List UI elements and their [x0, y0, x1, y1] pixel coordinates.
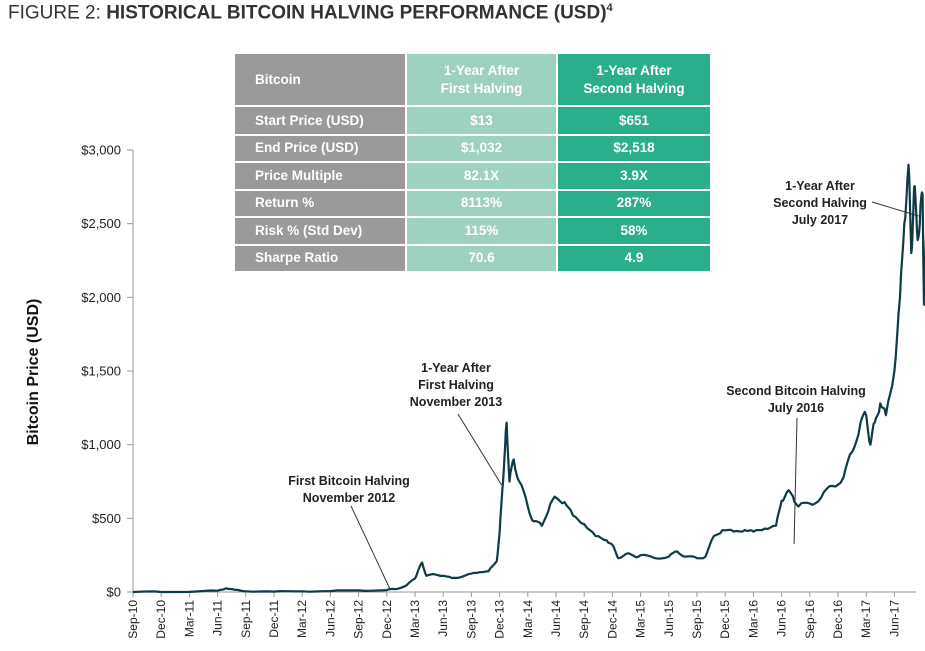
- x-tick-label: Dec-10: [154, 600, 168, 639]
- x-tick-label: Sep-12: [352, 600, 366, 639]
- table-header-first-halving-text: 1-Year After First Halving: [440, 62, 523, 96]
- annotation-text: Second Bitcoin Halving: [726, 384, 866, 398]
- table-cell-second-halving: 58%: [556, 217, 710, 246]
- x-tick-label: Sep-15: [690, 600, 704, 639]
- y-tick-label: $2,000: [81, 290, 121, 305]
- series-layer: [132, 163, 925, 594]
- x-tick-label: Dec-13: [493, 600, 507, 639]
- annotation-leader-line: [350, 505, 391, 589]
- table-row-label: Return %: [235, 189, 407, 218]
- x-tick-label: Dec-11: [267, 600, 281, 638]
- table-row-label: Sharpe Ratio: [235, 244, 407, 273]
- y-tick-label: $2,500: [81, 216, 121, 231]
- table-header-second-halving-text: 1-Year After Second Halving: [583, 62, 685, 96]
- x-tick-label: Dec-15: [718, 600, 732, 639]
- annotation-text: 1-Year After: [421, 361, 491, 375]
- table-header-row: Bitcoin 1-Year After First Halving 1-Yea…: [235, 54, 710, 107]
- annotation-layer: First Bitcoin Halving November 2012 1-Year…: [288, 179, 919, 589]
- table-cell-first-halving: 82.1X: [405, 162, 558, 191]
- annotation-leader-line: [793, 417, 798, 545]
- annotation-text: July 2017: [792, 213, 848, 227]
- table-cell-second-halving: 3.9X: [556, 162, 710, 191]
- figure-main-title: HISTORICAL BITCOIN HALVING PERFORMANCE (…: [106, 2, 607, 24]
- figure-prefix: FIGURE 2:: [8, 2, 101, 24]
- x-tick-label: Mar-12: [295, 600, 309, 638]
- x-tick-label: Mar-16: [746, 600, 760, 638]
- x-tick-label: Sep-11: [239, 600, 253, 638]
- x-tick-label: Sep-10: [126, 600, 140, 639]
- x-tick-label: Mar-15: [634, 600, 648, 638]
- y-tick-label: $0: [107, 585, 121, 600]
- x-tick-label: Jun-11: [211, 600, 225, 636]
- x-axis: Sep-10 Dec-10 Mar-11 Jun-11 Sep-11 Dec-11 Mar-…: [126, 591, 916, 639]
- table-header-first-halving: 1-Year After First Halving: [405, 54, 558, 107]
- y-tick-label: $3,000: [81, 143, 121, 158]
- table-cell-first-halving: 70.6: [405, 244, 558, 273]
- table-header-label: Bitcoin: [235, 54, 407, 107]
- x-tick-label: Mar-14: [521, 600, 535, 638]
- table-cell-first-halving: 115%: [405, 217, 558, 246]
- table-row-label: Start Price (USD): [235, 106, 407, 136]
- y-tick-label: $500: [92, 511, 121, 526]
- x-tick-label: Jun-17: [887, 600, 901, 637]
- x-tick-label: Mar-13: [408, 600, 422, 638]
- x-tick-label: Mar-17: [859, 600, 873, 638]
- table-cell-first-halving: 8113%: [405, 189, 558, 218]
- x-tick-label: Dec-12: [380, 600, 394, 639]
- x-tick-label: Sep-14: [577, 600, 591, 639]
- x-tick-label: Mar-11: [182, 600, 196, 637]
- table-cell-second-halving: 4.9: [556, 244, 710, 273]
- x-tick-label: Jun-13: [436, 600, 450, 637]
- table-row-label: Price Multiple: [235, 162, 407, 191]
- annotation-text: November 2013: [410, 395, 502, 409]
- x-tick-label: Jun-16: [775, 600, 789, 637]
- table-cell-second-halving: $651: [556, 106, 710, 136]
- price-series-line: [132, 163, 925, 594]
- y-tick-label: $1,000: [81, 437, 121, 452]
- annotation-leader-line: [457, 413, 503, 486]
- annotation: First Bitcoin Halving November 2012: [288, 474, 410, 589]
- annotation: 1-Year After Second Halving July 2017: [773, 179, 919, 227]
- annotation-text: 1-Year After: [785, 179, 855, 193]
- annotation: 1-Year After First Halving November 2013: [410, 361, 503, 486]
- x-tick-label: Dec-16: [831, 600, 845, 639]
- table-header-second-halving: 1-Year After Second Halving: [556, 54, 710, 107]
- x-tick-label: Dec-14: [605, 600, 619, 639]
- y-axis: $0 $500 $1,000 $1,500 $2,000 $2,500 $3,000: [81, 143, 134, 600]
- table-cell-first-halving: $1,032: [405, 134, 558, 163]
- x-tick-label: Sep-13: [464, 600, 478, 639]
- x-tick-label: Jun-14: [549, 600, 563, 637]
- y-axis-label: Bitcoin Price (USD): [25, 299, 42, 446]
- figure-footnote: 4: [606, 2, 613, 14]
- y-tick-label: $1,500: [81, 364, 121, 379]
- annotation-text: Second Halving: [773, 196, 867, 210]
- table-row-label: Risk % (Std Dev): [235, 217, 407, 246]
- annotation-text: First Bitcoin Halving: [288, 474, 410, 488]
- x-tick-label: Jun-12: [323, 600, 337, 637]
- performance-table: Bitcoin 1-Year After First Halving 1-Yea…: [235, 54, 710, 273]
- annotation-leader-line: [871, 201, 919, 217]
- annotation-text: July 2016: [768, 401, 824, 415]
- table-cell-first-halving: $13: [405, 106, 558, 136]
- annotation-text: First Halving: [418, 378, 494, 392]
- annotation-text: November 2012: [303, 491, 395, 505]
- x-tick-label: Jun-15: [662, 600, 676, 637]
- table-row-label: End Price (USD): [235, 134, 407, 163]
- x-tick-label: Sep-16: [803, 600, 817, 639]
- table-cell-second-halving: $2,518: [556, 134, 710, 163]
- annotation: Second Bitcoin Halving July 2016: [726, 384, 866, 545]
- figure-title: FIGURE 2: HISTORICAL BITCOIN HALVING PER…: [8, 2, 613, 24]
- table-cell-second-halving: 287%: [556, 189, 710, 218]
